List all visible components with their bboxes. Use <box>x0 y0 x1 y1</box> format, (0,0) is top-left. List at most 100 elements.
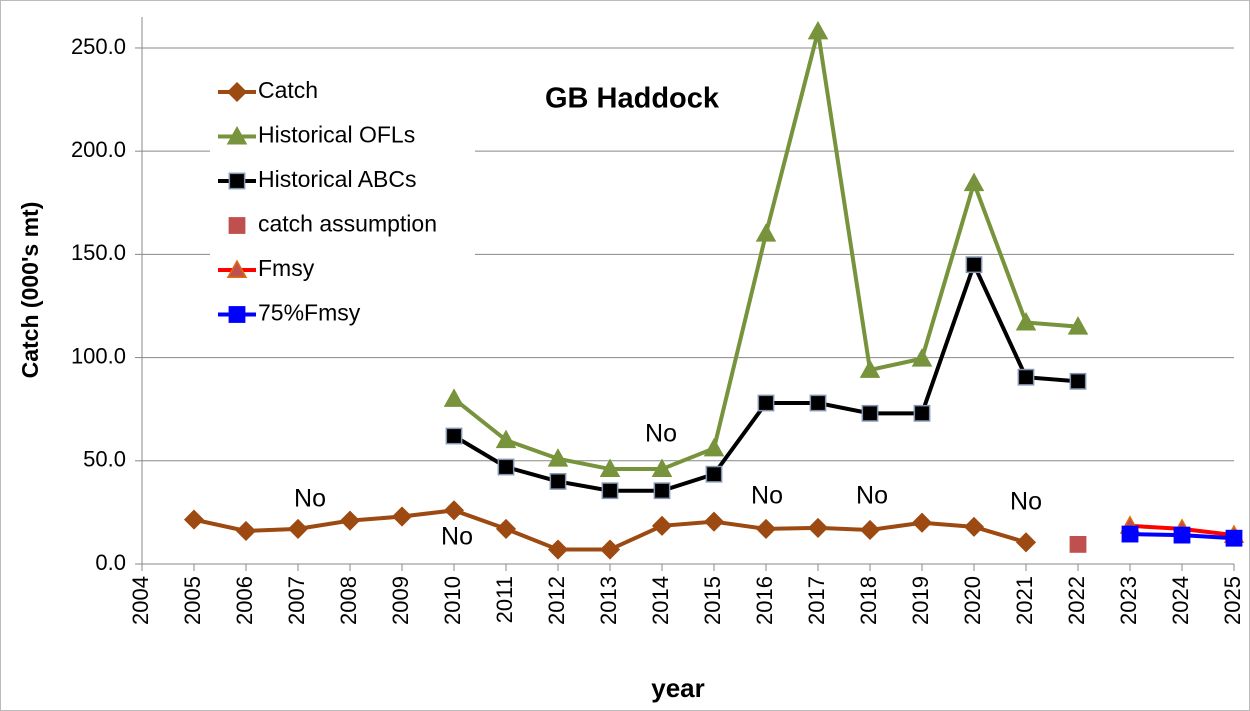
legend-box <box>210 70 475 335</box>
x-tick-label: 2004 <box>128 576 153 625</box>
marker <box>809 394 827 412</box>
marker <box>651 515 673 536</box>
x-tick-label: 2022 <box>1064 576 1089 625</box>
legend-label: Historical ABCs <box>258 166 416 192</box>
x-tick-label: 2010 <box>440 576 465 625</box>
marker <box>911 512 933 533</box>
marker <box>235 520 257 542</box>
x-tick-label: 2015 <box>700 576 725 625</box>
marker <box>1015 311 1037 331</box>
marker <box>226 125 248 145</box>
x-tick-label: 2024 <box>1168 576 1193 625</box>
annotation: No <box>751 482 783 510</box>
x-axis-label: year <box>651 673 705 703</box>
legend-label: Fmsy <box>258 255 315 281</box>
legend-label: 75%Fmsy <box>258 300 361 326</box>
marker <box>861 404 879 422</box>
marker <box>651 458 673 477</box>
x-tick-label: 2005 <box>180 576 205 625</box>
marker <box>963 516 985 537</box>
x-tick-label: 2009 <box>388 576 413 625</box>
x-tick-label: 2017 <box>804 576 829 625</box>
marker <box>599 539 621 560</box>
x-tick-label: 2023 <box>1116 576 1141 625</box>
marker <box>228 217 246 234</box>
y-tick-label: 250.0 <box>71 34 126 59</box>
marker <box>226 81 248 103</box>
marker <box>705 465 723 483</box>
marker <box>757 394 775 412</box>
marker <box>807 20 829 40</box>
y-tick-label: 50.0 <box>83 447 126 472</box>
marker <box>497 458 515 476</box>
marker <box>1225 529 1243 547</box>
marker <box>445 427 463 445</box>
y-tick-label: 150.0 <box>71 240 126 265</box>
marker <box>859 519 881 541</box>
marker <box>755 223 777 242</box>
marker <box>965 256 983 274</box>
x-tick-label: 2008 <box>336 576 361 625</box>
marker <box>911 348 933 367</box>
marker <box>859 359 881 378</box>
annotation: No <box>856 482 888 510</box>
marker <box>443 388 465 407</box>
marker <box>226 259 248 278</box>
y-tick-label: 100.0 <box>71 343 126 368</box>
marker <box>228 172 246 190</box>
legend-label: Historical OFLs <box>258 122 415 148</box>
annotation: No <box>1010 488 1042 516</box>
x-tick-label: 2012 <box>544 576 569 625</box>
marker <box>287 518 309 539</box>
marker <box>549 473 567 490</box>
marker <box>653 482 671 500</box>
x-tick-label: 2013 <box>596 576 621 625</box>
marker <box>703 437 725 457</box>
x-tick-label: 2006 <box>232 576 257 625</box>
marker <box>1067 316 1089 335</box>
marker <box>495 518 517 539</box>
x-tick-label: 2021 <box>1012 576 1037 625</box>
x-tick-label: 2019 <box>908 576 933 625</box>
marker <box>391 506 413 527</box>
legend: Catch Historical OFLs Historical ABCs catch… <box>210 70 475 335</box>
marker <box>443 500 465 521</box>
marker <box>183 509 205 530</box>
marker <box>1069 372 1087 390</box>
x-tick-label: 2014 <box>648 576 673 625</box>
x-tick-label: 2018 <box>856 576 881 625</box>
y-tick-label: 200.0 <box>71 137 126 162</box>
marker <box>547 539 569 560</box>
marker <box>703 511 725 532</box>
legend-label: Catch <box>258 77 318 103</box>
marker <box>1069 535 1087 553</box>
annotation: No <box>441 523 473 551</box>
marker <box>1121 525 1139 543</box>
y-axis-label: Catch (000's mt) <box>17 202 43 379</box>
marker <box>339 510 361 531</box>
annotation: No <box>645 420 677 448</box>
marker <box>1017 368 1035 386</box>
marker <box>963 172 985 192</box>
marker <box>547 448 569 467</box>
marker <box>228 306 246 323</box>
legend-label: catch assumption <box>258 211 437 237</box>
x-tick-label: 2007 <box>284 576 309 625</box>
marker <box>913 404 931 422</box>
x-tick-label: 2016 <box>752 576 777 625</box>
x-tick-label: 2011 <box>492 576 517 623</box>
marker <box>599 458 621 477</box>
marker <box>755 518 777 539</box>
annotation: No <box>294 485 326 513</box>
marker <box>807 517 829 538</box>
x-tick-label: 2020 <box>960 576 985 625</box>
x-tick-label: 2025 <box>1220 576 1245 625</box>
y-tick-label: 0.0 <box>95 550 126 575</box>
marker <box>601 482 619 500</box>
marker <box>1173 526 1191 544</box>
marker <box>495 429 517 449</box>
marker <box>1015 532 1037 553</box>
chart-title: GB Haddock <box>545 83 720 115</box>
